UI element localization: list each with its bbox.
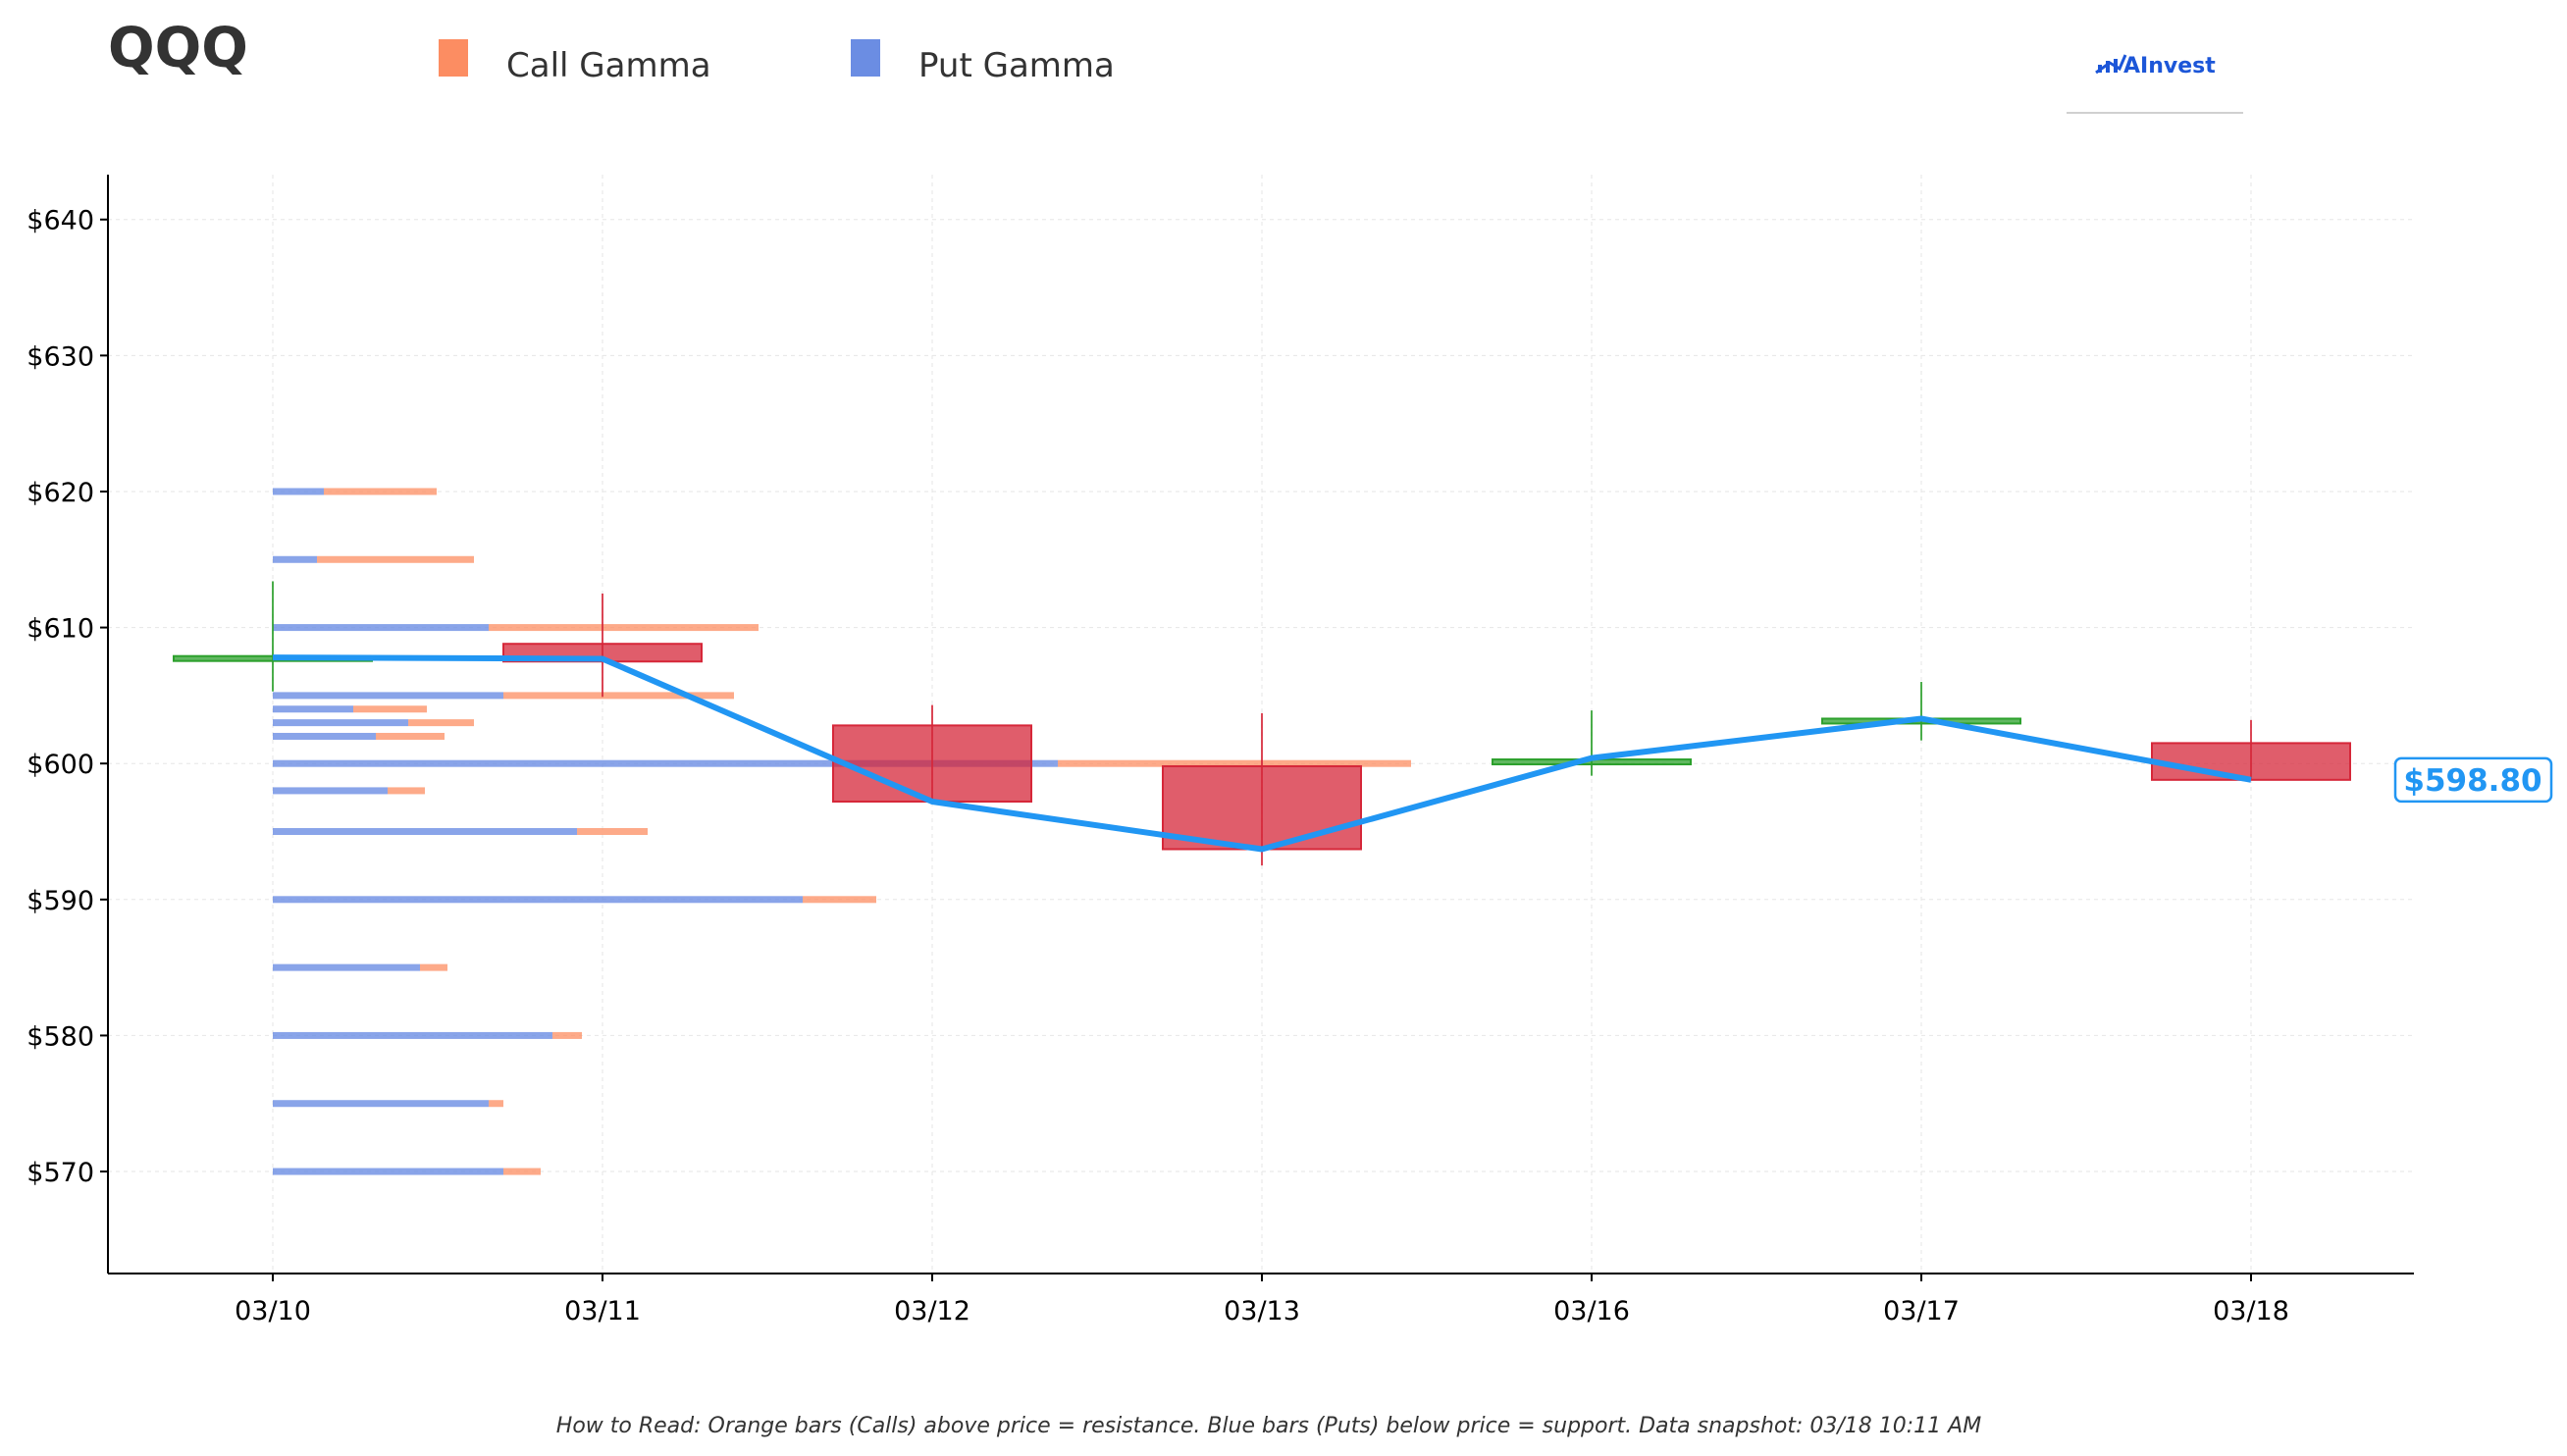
logo-chart-icon: [2095, 54, 2127, 75]
put-gamma-bar: [273, 896, 803, 904]
axes: $570 $580 $590 $600 $610 $620 $630 $640 03/10 03/…: [26, 175, 2414, 1326]
call-gamma-bar: [408, 719, 474, 727]
put-gamma-bar: [273, 963, 420, 971]
call-gamma-bar: [503, 1168, 541, 1175]
legend-label-call: Call Gamma: [506, 46, 711, 85]
current-price-box: [2393, 756, 2553, 804]
price-label: $598.80: [2393, 756, 2553, 804]
legend: Call Gamma Put Gamma: [439, 39, 1115, 85]
call-gamma-bar: [317, 555, 474, 563]
call-gamma-bar: [503, 692, 734, 700]
y-tick-label: $580: [26, 1021, 94, 1052]
y-tick-label: $640: [26, 206, 94, 236]
x-tick-label: 03/10: [235, 1296, 311, 1326]
put-gamma-bar: [273, 732, 376, 740]
call-gamma-bar: [489, 624, 759, 632]
call-gamma-bar: [353, 705, 427, 713]
put-gamma-bar: [273, 759, 1058, 767]
x-tick-label: 03/11: [564, 1296, 641, 1326]
call-gamma-bar: [1058, 759, 1411, 767]
price-line: [272, 654, 2252, 853]
y-tick-label: $590: [26, 886, 94, 916]
call-gamma-bar: [552, 1031, 582, 1039]
call-gamma-bar: [388, 787, 425, 795]
call-gamma-bar: [324, 488, 437, 495]
call-gamma-bar: [577, 828, 648, 836]
x-tick-label: 03/12: [894, 1296, 970, 1326]
y-tick-label: $600: [26, 750, 94, 780]
x-tick-label: 03/17: [1883, 1296, 1960, 1326]
candle-body: [2151, 742, 2351, 781]
call-gamma-bar: [489, 1100, 503, 1108]
chart-title: QQQ: [108, 17, 248, 80]
legend-swatch-put: [851, 39, 880, 77]
ainvest-logo: AInvest: [2067, 54, 2243, 114]
put-gamma-bar: [273, 828, 577, 836]
put-gamma-bar: [273, 692, 503, 700]
gamma-bars: [273, 488, 1411, 1175]
logo-text: AInvest: [2123, 54, 2216, 78]
y-tick-label: $570: [26, 1158, 94, 1188]
x-tick-label: 03/18: [2213, 1296, 2289, 1326]
call-gamma-bar: [376, 732, 445, 740]
put-gamma-bar: [273, 787, 388, 795]
y-tick-label: $620: [26, 478, 94, 508]
candle-body: [832, 724, 1032, 804]
put-gamma-bar: [273, 488, 324, 495]
candlesticks: [173, 581, 2351, 866]
y-tick-label: $630: [26, 341, 94, 372]
x-tick-label: 03/16: [1553, 1296, 1630, 1326]
put-gamma-bar: [273, 1031, 552, 1039]
footnote: How to Read: Orange bars (Calls) above p…: [556, 1414, 1981, 1438]
put-gamma-bar: [273, 555, 317, 563]
x-tick-label: 03/13: [1224, 1296, 1300, 1326]
put-gamma-bar: [273, 1168, 503, 1175]
put-gamma-bar: [273, 719, 408, 727]
price-line-path: [272, 654, 2252, 853]
put-gamma-bar: [273, 705, 353, 713]
put-gamma-bar: [273, 1100, 489, 1108]
current-price-text: $598.80: [2403, 763, 2541, 799]
call-gamma-bar: [803, 896, 876, 904]
call-gamma-bar: [420, 963, 447, 971]
put-gamma-bar: [273, 624, 489, 632]
candle-body: [1162, 764, 1362, 851]
y-tick-label: $610: [26, 614, 94, 645]
legend-swatch-call: [439, 39, 468, 77]
legend-label-put: Put Gamma: [918, 46, 1115, 85]
